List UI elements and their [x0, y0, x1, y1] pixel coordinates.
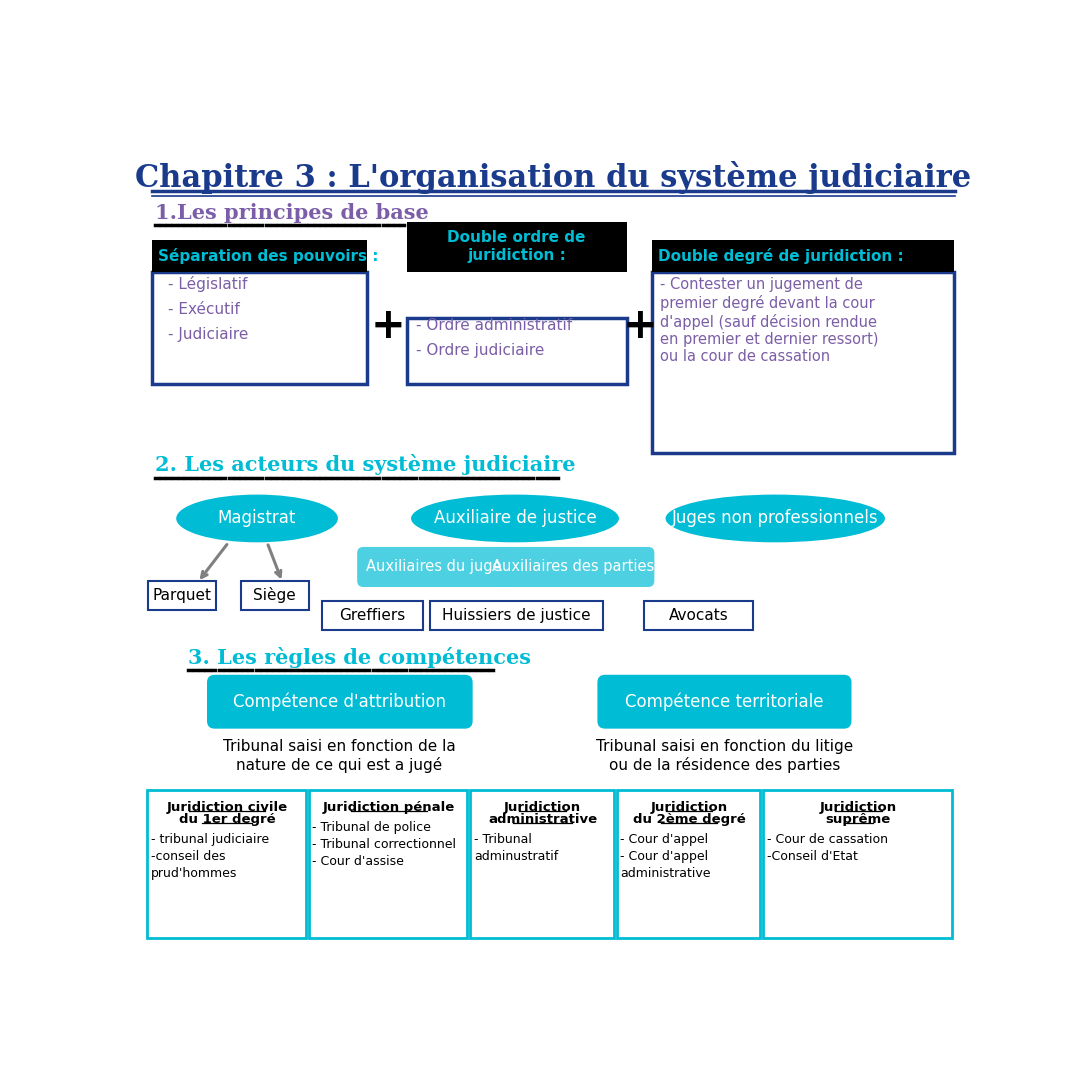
- Text: - Tribunal correctionnel: - Tribunal correctionnel: [312, 838, 457, 851]
- Text: Double degré de juridiction :: Double degré de juridiction :: [658, 248, 904, 264]
- Text: - Cour d'appel: - Cour d'appel: [621, 850, 708, 863]
- Text: adminustratif: adminustratif: [474, 850, 558, 863]
- Text: 2. Les acteurs du système judiciaire: 2. Les acteurs du système judiciaire: [154, 454, 576, 475]
- Text: Compétence d'attribution: Compétence d'attribution: [233, 692, 446, 711]
- Text: administrative: administrative: [488, 813, 597, 826]
- FancyBboxPatch shape: [597, 675, 851, 729]
- Text: suprême: suprême: [826, 813, 891, 826]
- Text: - Exécutif: - Exécutif: [168, 301, 240, 316]
- Text: +: +: [622, 305, 657, 347]
- Text: -Conseil d'Etat: -Conseil d'Etat: [767, 850, 858, 863]
- Text: - Tribunal: - Tribunal: [474, 834, 532, 847]
- Text: Greffiers: Greffiers: [339, 608, 406, 623]
- Text: - Contester un jugement de
premier degré devant la cour
d'appel (sauf décision r: - Contester un jugement de premier degré…: [660, 278, 878, 364]
- Text: - Cour de cassation: - Cour de cassation: [767, 834, 888, 847]
- FancyBboxPatch shape: [644, 600, 753, 630]
- Text: Juridiction: Juridiction: [820, 801, 897, 814]
- FancyBboxPatch shape: [617, 791, 760, 939]
- Text: Tribunal saisi en fonction de la
nature de ce qui est a jugé: Tribunal saisi en fonction de la nature …: [224, 740, 456, 773]
- Text: Siège: Siège: [254, 588, 296, 604]
- Text: 1.Les principes de base: 1.Les principes de base: [154, 203, 429, 222]
- Ellipse shape: [176, 495, 338, 542]
- Ellipse shape: [665, 495, 885, 542]
- FancyBboxPatch shape: [357, 546, 512, 588]
- Text: 3. Les règles de compétences: 3. Les règles de compétences: [188, 647, 530, 667]
- FancyBboxPatch shape: [207, 675, 473, 729]
- Text: - Tribunal de police: - Tribunal de police: [312, 821, 431, 834]
- FancyBboxPatch shape: [407, 319, 626, 383]
- FancyBboxPatch shape: [147, 791, 306, 939]
- Text: - tribunal judiciaire: - tribunal judiciaire: [151, 834, 269, 847]
- FancyBboxPatch shape: [471, 791, 613, 939]
- FancyBboxPatch shape: [430, 600, 603, 630]
- FancyBboxPatch shape: [322, 600, 423, 630]
- FancyBboxPatch shape: [151, 272, 367, 383]
- Text: Auxiliaires du juge: Auxiliaires du juge: [366, 559, 502, 575]
- Text: -conseil des: -conseil des: [151, 850, 226, 863]
- FancyBboxPatch shape: [241, 581, 309, 610]
- Text: prud'hommes: prud'hommes: [151, 867, 238, 880]
- Text: +: +: [370, 305, 405, 347]
- FancyBboxPatch shape: [491, 546, 654, 588]
- Text: Séparation des pouvoirs :: Séparation des pouvoirs :: [158, 248, 378, 264]
- Text: Huissiers de justice: Huissiers de justice: [442, 608, 591, 623]
- FancyBboxPatch shape: [151, 240, 367, 272]
- Text: Juges non professionnels: Juges non professionnels: [672, 510, 878, 527]
- Text: Juridiction: Juridiction: [650, 801, 728, 814]
- Text: du 2ème degré: du 2ème degré: [633, 813, 745, 826]
- Text: Tribunal saisi en fonction du litige
ou de la résidence des parties: Tribunal saisi en fonction du litige ou …: [596, 740, 853, 773]
- Text: Auxiliaires des parties: Auxiliaires des parties: [491, 559, 653, 575]
- Text: Magistrat: Magistrat: [218, 510, 296, 527]
- Text: - Cour d'appel: - Cour d'appel: [621, 834, 708, 847]
- Text: du 1er degré: du 1er degré: [178, 813, 275, 826]
- FancyBboxPatch shape: [652, 240, 954, 272]
- Text: Parquet: Parquet: [153, 588, 212, 603]
- Text: - Judiciaire: - Judiciaire: [168, 327, 248, 342]
- Text: Double ordre de
juridiction :: Double ordre de juridiction :: [447, 230, 585, 262]
- Text: Chapitre 3 : L'organisation du système judiciaire: Chapitre 3 : L'organisation du système j…: [135, 161, 972, 193]
- Text: - Ordre judiciaire: - Ordre judiciaire: [417, 343, 544, 359]
- FancyBboxPatch shape: [652, 272, 954, 453]
- Ellipse shape: [411, 495, 619, 542]
- Text: Avocats: Avocats: [669, 608, 728, 623]
- FancyBboxPatch shape: [762, 791, 953, 939]
- Text: Compétence territoriale: Compétence territoriale: [625, 692, 824, 711]
- FancyBboxPatch shape: [407, 222, 626, 272]
- Text: Juridiction: Juridiction: [504, 801, 581, 814]
- Text: Juridiction pénale: Juridiction pénale: [323, 801, 455, 814]
- FancyBboxPatch shape: [309, 791, 468, 939]
- Text: - Cour d'assise: - Cour d'assise: [312, 855, 404, 868]
- FancyBboxPatch shape: [148, 581, 216, 610]
- Text: - Législatif: - Législatif: [168, 275, 248, 292]
- Text: - Ordre administratif: - Ordre administratif: [417, 319, 572, 334]
- Text: Juridiction civile: Juridiction civile: [166, 801, 287, 814]
- Text: Auxiliaire de justice: Auxiliaire de justice: [434, 510, 596, 527]
- Text: administrative: administrative: [621, 867, 711, 880]
